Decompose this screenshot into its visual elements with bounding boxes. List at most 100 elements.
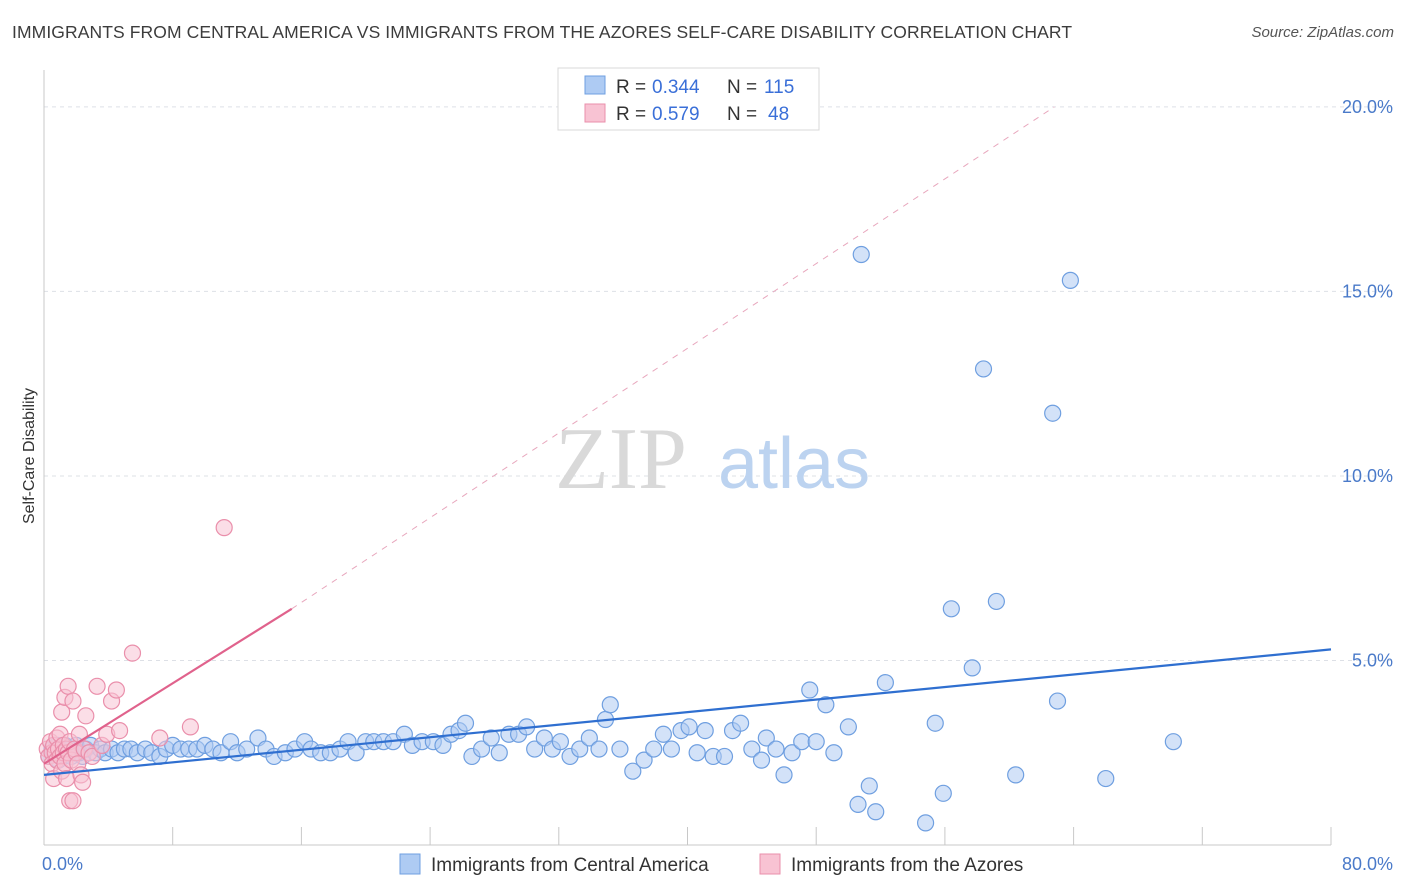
point-azores-33 [74,773,92,791]
series-azores [38,519,233,810]
chart-title: IMMIGRANTS FROM CENTRAL AMERICA VS IMMIG… [12,22,1073,42]
grid-lines [44,106,1391,661]
source-credit: Source: ZipAtlas.com [1251,24,1394,41]
trend-line-azores [43,607,293,765]
y-tick-label-3: 20.0% [1342,97,1393,117]
legend-swatch-pink [759,853,781,875]
point-central-america-80 [601,696,619,714]
point-azores-38 [88,677,106,695]
point-central-america-111 [926,714,944,732]
x-tick-labels: 0.0% 80.0% [42,854,1393,874]
point-central-america-92 [715,747,734,766]
point-azores-37 [83,747,101,766]
point-central-america-74 [551,733,570,751]
point-central-america-109 [867,803,885,821]
point-central-america-95 [743,740,761,758]
y-tick-label-2: 15.0% [1342,281,1393,301]
point-central-america-99 [775,766,793,784]
point-central-america-90 [696,721,714,740]
x-tick-label-1: 80.0% [1342,854,1393,874]
watermark-atlas: atlas [718,424,870,504]
watermark-zip: ZIP [555,411,687,508]
stats-swatch-blue [584,75,606,95]
point-central-america-107 [849,795,867,814]
trend-line-azores-extension [291,106,1055,610]
point-central-america-94 [731,714,750,732]
point-central-america-39 [238,740,256,758]
point-central-america-63 [456,714,475,732]
point-central-america-83 [635,751,653,769]
point-central-america-117 [1097,769,1115,788]
point-central-america-78 [590,740,608,758]
point-central-america-106 [839,718,857,736]
point-azores-47 [215,519,233,537]
point-azores-21 [59,677,77,695]
point-central-america-85 [654,725,672,743]
point-central-america-113 [963,659,981,677]
point-central-america-105 [825,744,843,762]
y-axis-label: Self-Care Disability [21,388,38,524]
point-central-america-71 [526,740,544,758]
point-central-america-118 [1164,733,1182,751]
point-central-america-116 [1048,692,1067,710]
point-central-america-103 [807,733,825,751]
x-tick-label-0: 0.0% [42,854,83,874]
point-central-america-65 [472,740,491,758]
point-central-america-123 [1061,271,1079,289]
point-azores-46 [181,718,199,736]
stats-r-value-blue: 0.344 [652,77,700,98]
point-azores-26 [64,692,82,710]
y-tick-labels: 5.0% 10.0% 15.0% 20.0% [1342,97,1393,671]
legend-label-central-america: Immigrants from Central America [431,855,709,876]
point-central-america-114 [987,592,1005,611]
y-tick-label-0: 5.0% [1352,650,1393,670]
point-central-america-100 [783,744,801,762]
stats-r-label-pink: R = [616,104,646,125]
watermark: ZIP atlas [555,411,870,508]
stats-legend: R = 0.344 N = 115 R = 0.579 N = 48 [557,67,820,131]
trend-lines [43,106,1332,776]
point-azores-31 [70,725,88,743]
stats-n-label-pink: N = [727,104,757,125]
point-central-america-101 [793,733,811,751]
legend-label-azores: Immigrants from the Azores [791,855,1023,876]
point-central-america-104 [817,696,835,714]
point-central-america-124 [934,784,952,802]
point-azores-27 [64,792,82,810]
point-central-america-102 [801,681,819,699]
point-central-america-108 [860,777,878,795]
point-central-america-84 [645,740,663,758]
trend-line-central-america [43,648,1332,776]
axes [43,70,1332,846]
point-central-america-82 [624,762,642,780]
series-central-america [40,245,1182,832]
point-central-america-89 [688,744,706,762]
point-central-america-98 [767,740,785,758]
point-central-america-81 [611,740,629,758]
stats-n-value-blue: 115 [764,77,794,98]
point-central-america-112 [942,600,960,618]
point-central-america-66 [482,729,500,747]
point-azores-43 [111,721,129,740]
point-central-america-110 [876,674,894,692]
legend-swatch-blue [399,853,421,875]
point-central-america-96 [752,751,771,769]
point-central-america-122 [1044,404,1062,422]
point-central-america-67 [490,744,508,762]
point-central-america-120 [916,814,935,832]
point-azores-44 [123,644,142,662]
point-central-america-115 [1007,766,1025,784]
stats-n-label-blue: N = [727,77,757,98]
stats-n-value-pink: 48 [768,104,789,125]
stats-r-label-blue: R = [616,77,646,98]
point-central-america-97 [757,729,775,747]
stats-swatch-pink [584,103,606,123]
point-central-america-76 [571,740,589,758]
stats-r-value-pink: 0.579 [652,104,700,125]
point-central-america-86 [662,740,681,758]
point-azores-42 [107,681,125,699]
point-central-america-121 [974,360,993,378]
point-azores-45 [151,729,169,747]
y-tick-label-1: 10.0% [1342,466,1393,486]
